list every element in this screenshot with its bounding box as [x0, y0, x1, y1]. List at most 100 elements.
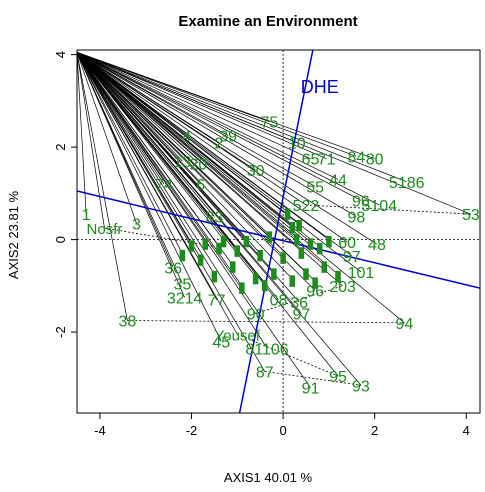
point-label-16: 84	[347, 149, 365, 166]
cluster-point-0: ▮	[187, 237, 195, 254]
point-label-26: 83	[205, 209, 223, 226]
point-label-4: 4	[182, 129, 191, 146]
point-label-36: 94	[396, 316, 414, 333]
point-label-18: 44	[329, 172, 347, 189]
ray-line-73	[77, 52, 339, 275]
point-label-9: 13	[173, 154, 191, 171]
ray-line-65	[77, 52, 293, 280]
point-label-12: 74	[155, 177, 173, 194]
point-label-15: 71	[318, 152, 336, 169]
point-label-28: 48	[368, 237, 386, 254]
point-label-48: 93	[352, 378, 370, 395]
ray-line-70	[77, 52, 201, 259]
cluster-point-25: ▮	[311, 274, 319, 291]
point-label-43: Yousef	[215, 327, 261, 344]
point-label-19: 5186	[389, 175, 425, 192]
ray-line-27	[77, 52, 378, 245]
cluster-point-16: ▮	[288, 272, 296, 289]
point-label-34: 36	[290, 295, 308, 312]
point-label-41: 35	[173, 277, 191, 294]
ray-line-9	[77, 52, 199, 164]
y-tick-label-0: -2	[53, 326, 68, 338]
point-label-46: 87	[256, 364, 274, 381]
point-label-37: 38	[118, 314, 136, 331]
cluster-point-18: ▮	[251, 270, 259, 287]
ray-line-2	[77, 52, 137, 224]
ray-line-56	[77, 52, 288, 213]
ray-line-35	[77, 52, 405, 324]
point-label-0: DHE	[301, 77, 339, 97]
point-label-45: 81106	[245, 341, 288, 358]
ray-line-72	[77, 52, 284, 257]
cluster-point-24: ▮	[334, 267, 342, 284]
ray-line-77	[77, 52, 300, 224]
y-tick-label-3: 4	[53, 51, 68, 58]
cluster-point-22: ▮	[178, 246, 186, 263]
ray-line-1	[77, 52, 87, 215]
point-label-2: 1	[82, 207, 91, 224]
point-label-21: 96	[352, 193, 370, 210]
ray-line-60	[77, 52, 311, 243]
cluster-point-9: ▮	[293, 230, 301, 247]
point-label-35: 97	[292, 307, 310, 324]
cluster-point-14: ▮	[320, 258, 328, 275]
ray-line-13	[77, 51, 311, 159]
ray-line-15	[77, 51, 357, 157]
point-label-39: 77	[208, 293, 226, 310]
cluster-point-6: ▮	[265, 228, 273, 245]
ray-line-14	[77, 51, 327, 159]
cluster-point-3: ▮	[233, 242, 241, 259]
point-label-10: 20	[189, 156, 207, 173]
x-tick-label-1: -2	[186, 423, 198, 438]
ray-line-62	[77, 52, 330, 240]
cluster-point-4: ▮	[242, 233, 250, 250]
ray-line-43	[77, 52, 222, 342]
ray-line-19	[77, 52, 316, 187]
cluster-point-1: ▮	[201, 235, 209, 252]
cluster-point-28: ▮	[295, 216, 303, 233]
point-label-22: 5104	[361, 198, 397, 215]
cluster-point-23: ▮	[279, 249, 287, 266]
ray-line-24	[77, 52, 357, 217]
x-tick-label-0: -4	[94, 423, 106, 438]
cluster-point-17: ▮	[270, 265, 278, 282]
ray-line-74	[77, 52, 316, 282]
y-tick-label-1: 0	[53, 236, 68, 243]
ray-line-67	[77, 52, 256, 277]
x-tick-label-3: 2	[371, 423, 378, 438]
cluster-point-26: ▮	[238, 279, 246, 296]
point-label-13: 6	[196, 177, 205, 194]
point-label-7: 75	[260, 115, 278, 132]
point-label-24: 53	[462, 207, 480, 224]
y-axis-label: AXIS2 23.81 %	[6, 190, 21, 279]
point-label-31: 203	[329, 279, 356, 296]
chart-title: Examine an Environment	[178, 13, 357, 30]
ray-line-22	[77, 52, 307, 206]
ray-line-36	[77, 52, 128, 321]
cluster-point-29: ▮	[215, 240, 223, 257]
point-label-42: 36	[164, 260, 182, 277]
point-label-1: Nosfr	[87, 221, 123, 238]
cluster-point-12: ▮	[316, 240, 324, 257]
ray-line-78	[77, 52, 220, 247]
ray-line-26	[77, 52, 348, 243]
cluster-point-13: ▮	[325, 233, 333, 250]
point-label-8: 10	[288, 135, 306, 152]
cluster-point-11: ▮	[306, 235, 314, 252]
dotted-connector-2	[127, 320, 405, 324]
point-label-23: 522	[293, 198, 320, 215]
point-label-40: 3214	[167, 290, 203, 307]
ray-line-17	[77, 51, 339, 180]
ray-line-18	[77, 51, 407, 183]
point-label-30: 101	[348, 265, 375, 282]
cluster-point-8: ▮	[288, 219, 296, 236]
x-tick-label-4: 4	[463, 423, 470, 438]
point-label-17: 80	[366, 152, 384, 169]
point-label-3: 3	[132, 216, 141, 233]
ray-line-41	[77, 52, 174, 268]
dotted-connector-3	[264, 370, 361, 386]
cluster-point-7: ▮	[284, 205, 292, 222]
ray-line-59	[77, 52, 302, 252]
